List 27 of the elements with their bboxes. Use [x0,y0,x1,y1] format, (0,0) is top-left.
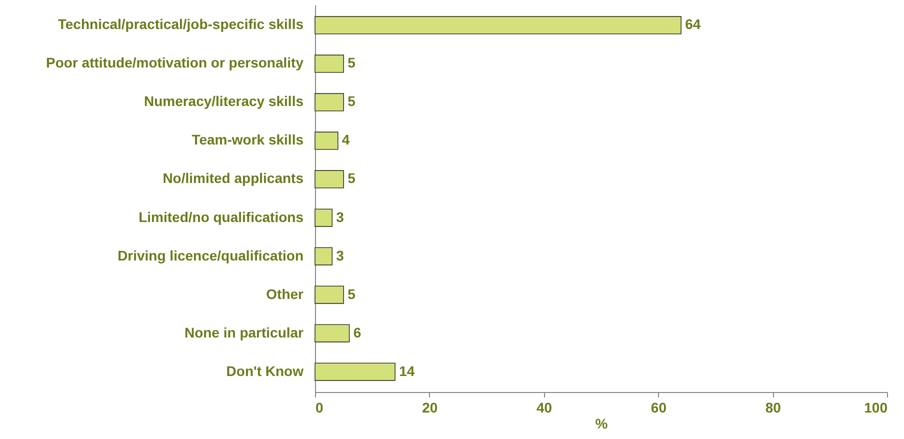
x-tick-label: 60 [650,400,667,416]
x-tick-label: 0 [316,400,324,416]
x-tick-label: 100 [864,400,888,416]
data-label: 3 [336,208,344,225]
y-tick-label: No/limited applicants [162,170,304,186]
y-tick-label: Poor attitude/motivation or personality [46,54,304,71]
y-tick-label: Numeracy/literacy skills [144,93,304,110]
y-tick-label: Team-work skills [192,132,304,148]
y-tick-label: Don't Know [226,362,304,379]
y-tick-label: Technical/practical/job-specific skills [58,16,304,32]
x-tick-label: 20 [422,400,438,416]
data-label: 5 [348,54,356,71]
x-tick-label: 80 [765,400,782,416]
data-label: 4 [342,132,350,148]
data-label: 5 [348,93,356,110]
y-tick-label: Limited/no qualifications [138,208,304,225]
data-label: 5 [348,170,356,186]
data-label: 3 [336,247,344,264]
y-tick-label: Driving licence/qualification [118,247,304,264]
y-tick-label: None in particular [184,324,304,340]
x-tick-label: 40 [536,400,552,416]
x-axis-title: % [595,416,608,432]
y-tick-label: Other [266,286,304,302]
data-label: 64 [685,16,701,32]
data-label: 6 [353,324,362,340]
data-label: 14 [399,362,415,379]
data-label: 5 [348,286,356,302]
